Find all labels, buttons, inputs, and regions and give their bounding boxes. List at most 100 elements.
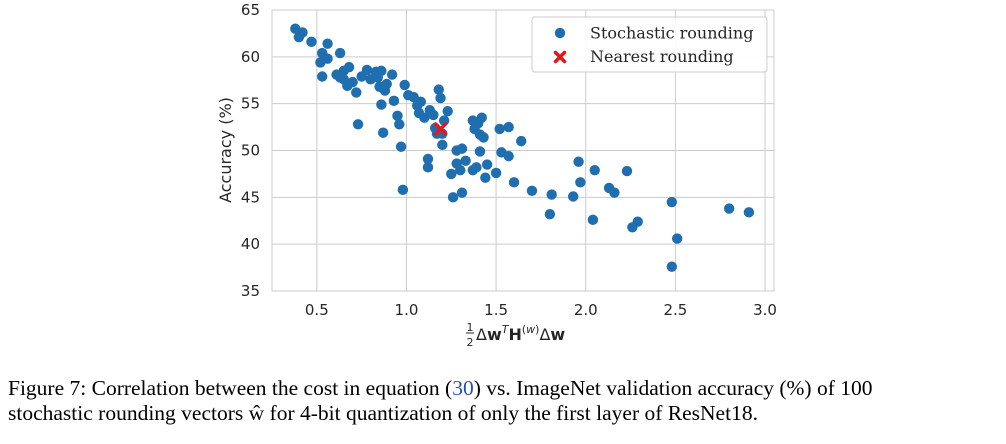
stochastic-point bbox=[428, 109, 439, 121]
y-tick-label: 35 bbox=[241, 282, 260, 300]
stochastic-point bbox=[388, 95, 400, 107]
caption-text-2a: stochastic rounding vectors bbox=[8, 401, 249, 425]
stochastic-point bbox=[621, 165, 633, 177]
x-tick-label: 0.5 bbox=[305, 301, 329, 319]
stochastic-point bbox=[456, 143, 468, 154]
legend-stochastic-label: Stochastic rounding bbox=[590, 24, 753, 43]
stochastic-point bbox=[419, 112, 430, 123]
x-tick-labels: 0.5 1.0 1.5 2.0 2.5 3.0 bbox=[305, 301, 777, 319]
stochastic-point bbox=[609, 187, 620, 198]
stochastic-point bbox=[361, 64, 373, 76]
stochastic-point bbox=[455, 164, 466, 176]
stochastic-point bbox=[666, 261, 678, 272]
stochastic-point bbox=[546, 189, 557, 200]
stochastic-point bbox=[471, 162, 482, 173]
stochastic-point bbox=[377, 127, 389, 138]
stochastic-point bbox=[743, 207, 755, 218]
stochastic-point bbox=[589, 164, 600, 176]
stochastic-point bbox=[447, 192, 459, 203]
stochastic-point bbox=[632, 216, 643, 227]
svg-text:1: 1 bbox=[467, 321, 474, 334]
stochastic-point bbox=[476, 112, 487, 123]
svg-text:ΔwTH(w)Δw: ΔwTH(w)Δw bbox=[476, 323, 565, 344]
scatter-chart: 0.5 1.0 1.5 2.0 2.5 3.0 35 40 45 50 55 60 65 Accura… bbox=[216, 1, 777, 349]
x-tick-label: 2.0 bbox=[574, 301, 598, 319]
stochastic-point bbox=[381, 78, 392, 90]
stochastic-point bbox=[392, 110, 403, 122]
stochastic-point bbox=[526, 185, 538, 196]
x-tick-label: 1.5 bbox=[484, 301, 508, 319]
stochastic-point bbox=[544, 208, 556, 220]
stochastic-point bbox=[376, 65, 387, 77]
stochastic-point bbox=[435, 92, 446, 104]
stochastic-point bbox=[343, 61, 355, 73]
stochastic-point bbox=[478, 132, 489, 143]
legend-stochastic-marker bbox=[554, 27, 566, 39]
legend-box bbox=[531, 16, 768, 73]
svg-text:2: 2 bbox=[467, 336, 474, 349]
stochastic-point bbox=[568, 191, 579, 202]
stochastic-point bbox=[376, 99, 387, 110]
stochastic-point bbox=[503, 121, 514, 133]
stochastic-point bbox=[508, 177, 520, 188]
caption-text-1b: ) vs. ImageNet validation accuracy (%) o… bbox=[473, 376, 873, 400]
stochastic-point bbox=[490, 167, 502, 179]
stochastic-point bbox=[395, 141, 407, 152]
y-tick-label: 55 bbox=[241, 95, 260, 113]
stochastic-point bbox=[442, 105, 453, 117]
stochastic-point bbox=[422, 153, 434, 165]
nearest-point bbox=[433, 122, 448, 136]
stochastic-point bbox=[446, 168, 457, 180]
stochastic-point bbox=[666, 196, 678, 208]
caption-text-2b: for 4-bit quantization of only the first… bbox=[264, 401, 758, 425]
stochastic-point bbox=[386, 69, 398, 80]
stochastic-point bbox=[347, 76, 358, 88]
y-tick-label: 45 bbox=[241, 188, 260, 206]
stochastic-point bbox=[671, 233, 683, 244]
x-tick-label: 1.0 bbox=[395, 301, 419, 319]
caption-line-1: Figure 7: Correlation between the cost i… bbox=[8, 376, 1000, 401]
stochastic-point bbox=[352, 119, 364, 130]
stochastic-point bbox=[575, 177, 586, 188]
stochastic-point bbox=[460, 155, 471, 167]
stochastic-point bbox=[481, 159, 493, 170]
w-hat-symbol: ŵ bbox=[248, 401, 265, 425]
stochastic-point bbox=[494, 123, 505, 135]
stochastic-point bbox=[474, 146, 486, 157]
equation-reference-link[interactable]: 30 bbox=[452, 376, 474, 400]
stochastic-point bbox=[587, 214, 599, 226]
y-tick-label: 40 bbox=[241, 235, 260, 253]
stochastic-point bbox=[394, 119, 405, 130]
y-tick-label: 50 bbox=[241, 142, 260, 160]
y-tick-label: 65 bbox=[241, 1, 260, 19]
stochastic-point bbox=[397, 184, 409, 196]
stochastic-point bbox=[322, 38, 333, 49]
stochastic-point bbox=[456, 187, 468, 198]
plot-frame bbox=[271, 9, 775, 292]
x-tick-label: 2.5 bbox=[663, 301, 687, 319]
stochastic-point bbox=[322, 53, 333, 64]
legend-nearest-marker bbox=[553, 50, 567, 64]
data-points bbox=[290, 23, 755, 272]
stochastic-point bbox=[334, 47, 346, 59]
caption-text-1a: Figure 7: Correlation between the cost i… bbox=[8, 376, 453, 400]
stochastic-point bbox=[723, 203, 735, 214]
stochastic-point bbox=[422, 162, 434, 173]
stochastic-point bbox=[317, 71, 328, 82]
stochastic-point bbox=[306, 36, 317, 48]
stochastic-point bbox=[503, 150, 514, 162]
x-tick-label: 3.0 bbox=[753, 301, 777, 319]
stochastic-point bbox=[415, 96, 427, 107]
stochastic-point bbox=[480, 172, 491, 183]
stochastic-point bbox=[433, 84, 444, 95]
stochastic-point bbox=[297, 27, 308, 38]
legend-nearest-label: Nearest rounding bbox=[590, 47, 734, 66]
caption-line-2: stochastic rounding vectors ŵ for 4-bit … bbox=[8, 401, 1000, 426]
stochastic-point bbox=[351, 87, 362, 98]
stochastic-point bbox=[516, 135, 527, 147]
stochastic-point bbox=[399, 79, 410, 91]
y-tick-label: 60 bbox=[241, 48, 260, 66]
stochastic-point bbox=[437, 139, 448, 151]
legend: Stochastic rounding Nearest rounding bbox=[531, 16, 768, 73]
y-axis-label: Accuracy (%) bbox=[216, 97, 235, 203]
